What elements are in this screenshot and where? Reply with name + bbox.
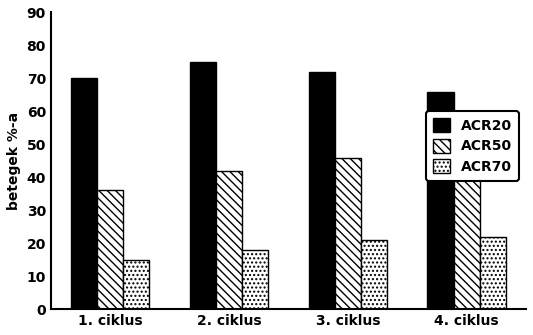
Legend: ACR20, ACR50, ACR70: ACR20, ACR50, ACR70: [426, 111, 519, 181]
Y-axis label: betegek %-a: betegek %-a: [7, 112, 21, 210]
Bar: [335, 157, 361, 309]
Bar: [190, 62, 216, 309]
Bar: [427, 91, 454, 309]
Bar: [309, 72, 335, 309]
Bar: [97, 191, 123, 309]
Bar: [361, 240, 387, 309]
Bar: [454, 168, 480, 309]
Bar: [123, 260, 149, 309]
Bar: [480, 237, 506, 309]
Bar: [216, 171, 242, 309]
Bar: [71, 78, 97, 309]
Bar: [242, 250, 268, 309]
